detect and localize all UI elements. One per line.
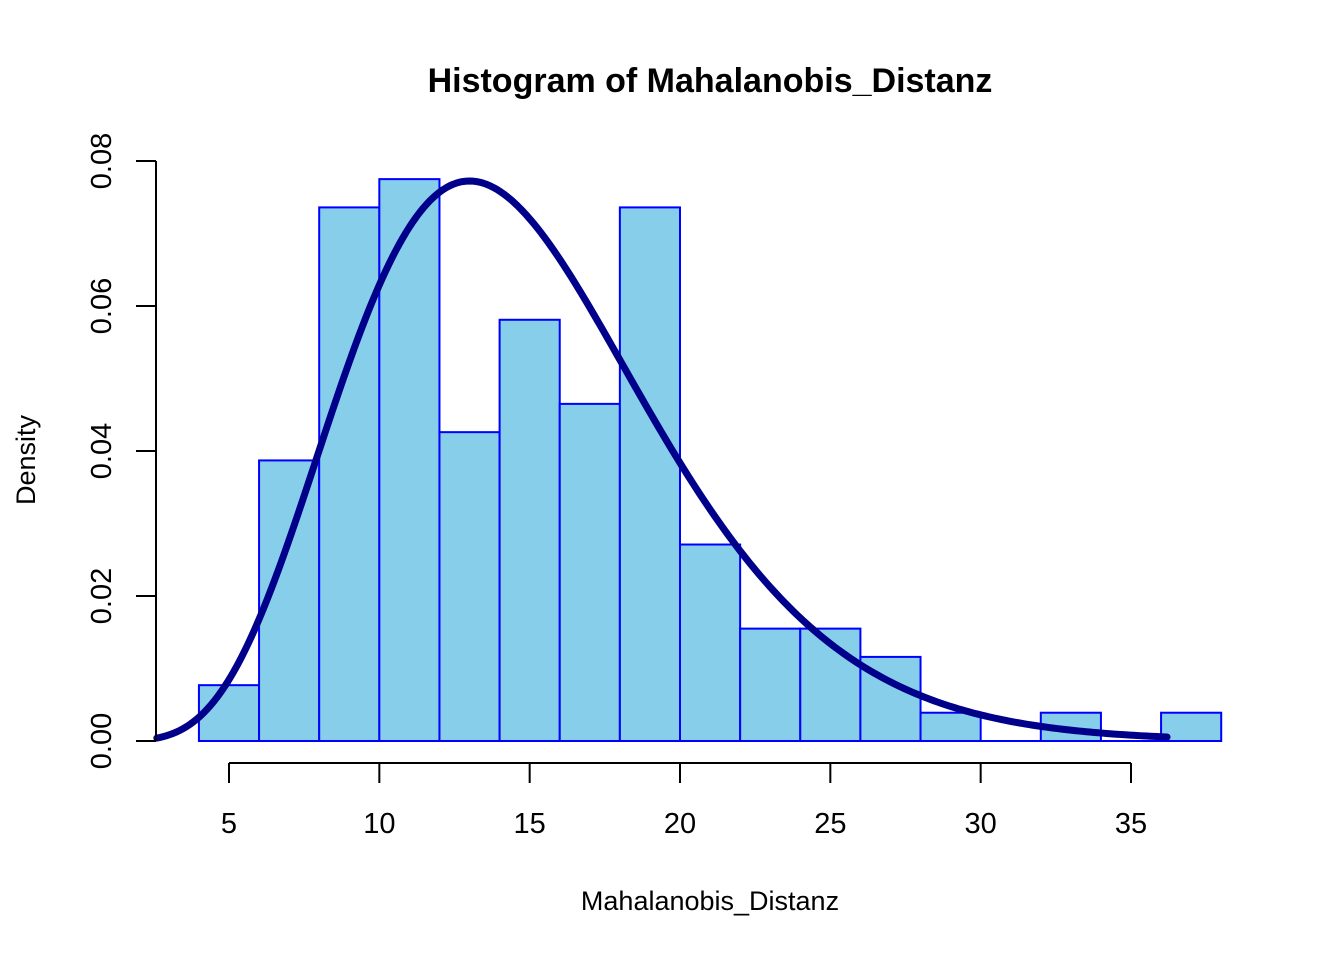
y-tick-label: 0.08 <box>86 133 118 189</box>
y-tick-label: 0.06 <box>86 278 118 334</box>
y-tick-label: 0.02 <box>86 568 118 624</box>
histogram-bar <box>739 627 802 742</box>
histogram-bar <box>318 206 381 742</box>
histogram-bar <box>1160 711 1223 742</box>
x-tick-label: 15 <box>514 808 546 840</box>
histogram-bar <box>919 711 982 742</box>
histogram-bar <box>558 402 621 742</box>
chart-title: Histogram of Mahalanobis_Distanz <box>428 62 993 100</box>
histogram-bars <box>197 178 1223 743</box>
density-curve <box>153 177 1171 742</box>
histogram-bar <box>438 431 501 742</box>
x-tick-label: 20 <box>664 808 696 840</box>
histogram-bar <box>498 318 561 742</box>
x-tick-label: 25 <box>814 808 846 840</box>
x-tick-label: 10 <box>363 808 395 840</box>
histogram-bar <box>197 684 261 742</box>
y-axis-label: Density <box>11 414 41 505</box>
y-tick-label: 0.04 <box>86 423 118 479</box>
histogram-bar <box>378 178 441 742</box>
x-axis: 5 10 15 20 25 30 35 <box>221 762 1147 840</box>
x-tick-label: 5 <box>221 808 237 840</box>
x-axis-label: Mahalanobis_Distanz <box>581 886 839 916</box>
x-tick-label: 30 <box>965 808 997 840</box>
x-tick-label: 35 <box>1115 808 1147 840</box>
y-axis: 0.00 0.02 0.04 0.06 0.08 <box>86 133 157 769</box>
density-curve-layer <box>153 177 1171 742</box>
histogram-bar <box>679 543 742 743</box>
histogram-bar <box>618 206 681 742</box>
y-tick-label: 0.00 <box>86 713 118 769</box>
